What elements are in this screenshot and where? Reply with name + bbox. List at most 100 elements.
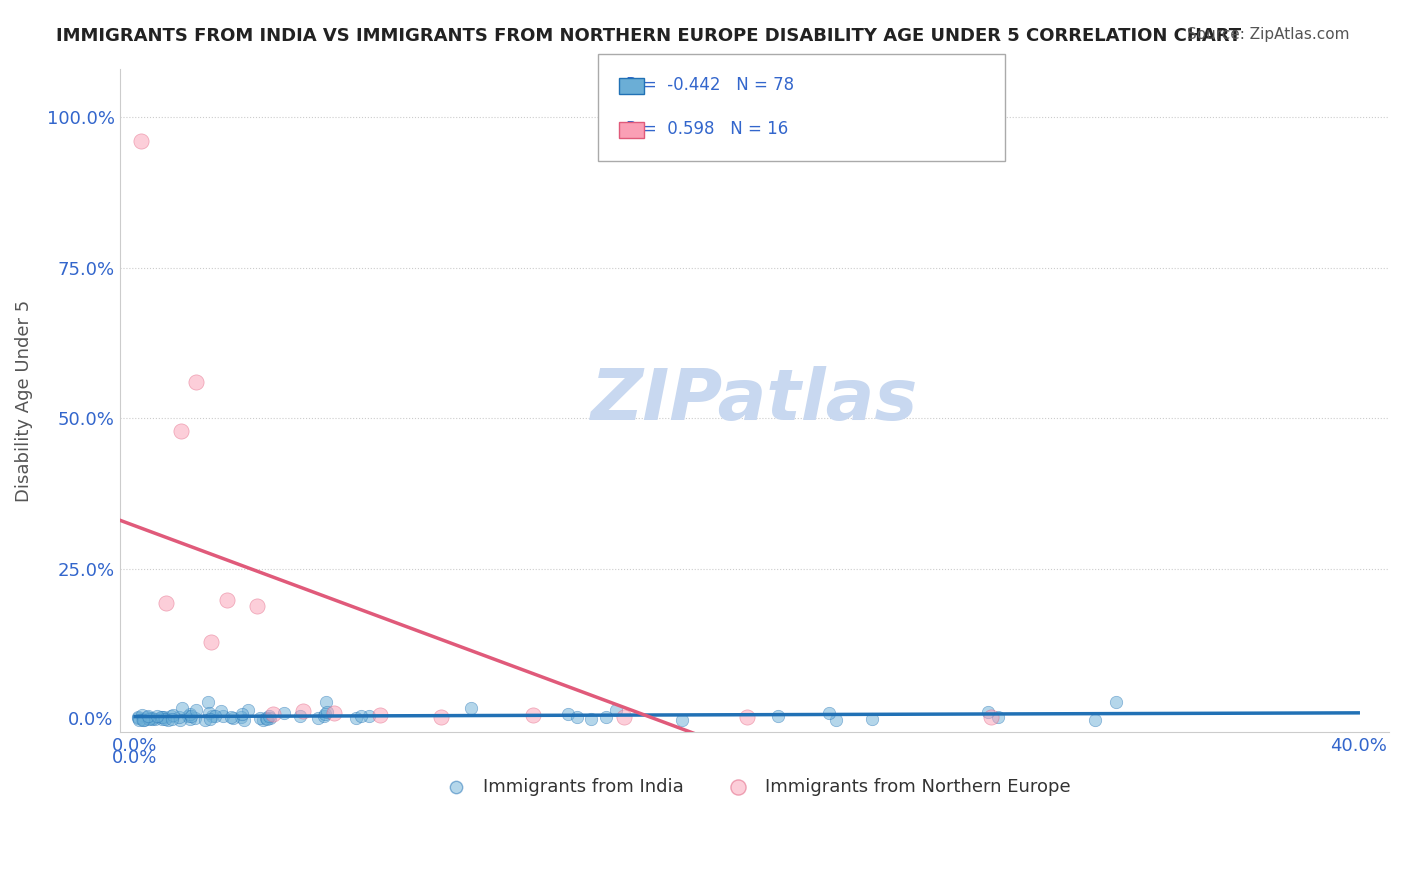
Point xyxy=(186,376,208,390)
Point xyxy=(162,708,184,723)
Point xyxy=(131,712,153,726)
Text: IMMIGRANTS FROM INDIA VS IMMIGRANTS FROM NORTHERN EUROPE DISABILITY AGE UNDER 5 : IMMIGRANTS FROM INDIA VS IMMIGRANTS FROM… xyxy=(56,27,1241,45)
Point xyxy=(128,713,150,727)
Point xyxy=(143,712,166,726)
Point xyxy=(167,710,190,724)
Point xyxy=(215,592,238,607)
Point xyxy=(613,710,636,724)
Text: 0.0%: 0.0% xyxy=(67,711,114,729)
Point xyxy=(565,710,588,724)
Point xyxy=(170,424,193,438)
Point xyxy=(977,706,1000,720)
Point xyxy=(288,708,311,723)
Point xyxy=(155,595,177,609)
Point xyxy=(177,708,200,723)
Text: Source: ZipAtlas.com: Source: ZipAtlas.com xyxy=(1187,27,1350,42)
Point xyxy=(735,710,758,724)
Point xyxy=(200,634,222,648)
Point xyxy=(581,713,603,727)
Point xyxy=(987,710,1010,724)
Point xyxy=(141,712,163,726)
Point xyxy=(273,706,295,721)
Point xyxy=(131,713,153,727)
Point xyxy=(252,713,274,727)
Point xyxy=(1105,695,1128,709)
Point xyxy=(150,712,173,726)
Point xyxy=(233,713,256,727)
Point xyxy=(315,695,337,709)
Point xyxy=(201,708,224,723)
Point xyxy=(129,134,152,148)
Point xyxy=(344,711,367,725)
Point xyxy=(157,713,180,727)
Point xyxy=(460,701,482,715)
Point xyxy=(135,709,157,723)
Point xyxy=(184,711,207,725)
Point xyxy=(127,710,149,724)
Point xyxy=(314,707,336,722)
Point xyxy=(307,711,329,725)
Point xyxy=(141,711,163,725)
Point xyxy=(595,710,617,724)
Point xyxy=(159,709,181,723)
Point xyxy=(825,713,848,727)
Point xyxy=(127,710,149,724)
Point xyxy=(768,709,790,723)
Text: R =  -0.442   N = 78: R = -0.442 N = 78 xyxy=(626,76,794,94)
Point xyxy=(254,711,277,725)
Y-axis label: Disability Age Under 5: Disability Age Under 5 xyxy=(15,299,32,501)
Legend: Immigrants from India, Immigrants from Northern Europe: Immigrants from India, Immigrants from N… xyxy=(430,771,1078,803)
Point xyxy=(170,700,193,714)
Point xyxy=(146,709,169,723)
Point xyxy=(138,711,160,725)
Point xyxy=(312,709,335,723)
Point xyxy=(860,712,883,726)
Text: 0.0%: 0.0% xyxy=(112,749,157,767)
Point xyxy=(222,711,245,725)
Point xyxy=(292,704,315,718)
Point xyxy=(322,706,344,720)
Point xyxy=(249,711,271,725)
Point xyxy=(204,709,226,723)
Point xyxy=(359,709,381,723)
Point xyxy=(259,711,281,725)
Text: ZIPatlas: ZIPatlas xyxy=(591,366,918,435)
Point xyxy=(134,713,156,727)
Point xyxy=(136,709,159,723)
Point xyxy=(229,709,252,723)
Point xyxy=(262,707,284,722)
Text: R =  0.598   N = 16: R = 0.598 N = 16 xyxy=(626,120,787,138)
Point xyxy=(350,709,373,723)
Point xyxy=(153,709,176,723)
Point xyxy=(671,713,693,727)
Point xyxy=(246,599,269,613)
Point xyxy=(179,712,201,726)
Point xyxy=(522,708,544,723)
Point xyxy=(184,703,207,717)
Point xyxy=(194,713,217,727)
Point xyxy=(138,712,160,726)
Point xyxy=(557,707,579,722)
Point xyxy=(980,710,1002,724)
Point xyxy=(169,713,191,727)
Point xyxy=(197,695,219,709)
Point xyxy=(368,708,391,723)
Point xyxy=(231,706,253,721)
Point xyxy=(160,712,183,726)
Point xyxy=(256,712,278,726)
Point xyxy=(212,709,235,723)
Point xyxy=(150,710,173,724)
Point xyxy=(131,707,153,722)
Point xyxy=(219,710,242,724)
Point xyxy=(200,712,222,726)
Point xyxy=(209,704,232,718)
Point xyxy=(1084,713,1107,727)
Point xyxy=(257,709,280,723)
Point xyxy=(150,710,173,724)
Point xyxy=(818,706,841,720)
Point xyxy=(180,709,202,723)
Point xyxy=(430,710,453,724)
Point xyxy=(316,705,339,719)
Point xyxy=(236,703,259,717)
Point xyxy=(605,703,627,717)
